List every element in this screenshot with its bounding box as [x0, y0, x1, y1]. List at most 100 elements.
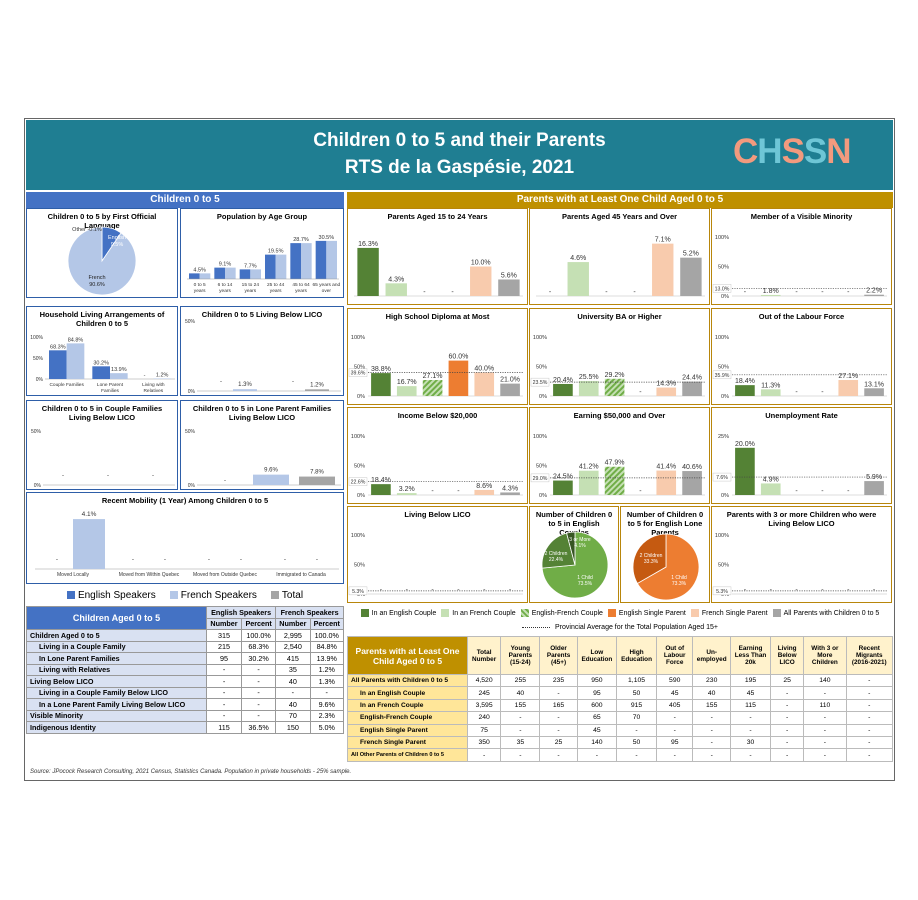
- chart-title: Children 0 to 5 by First Official Langua…: [47, 212, 157, 230]
- data-label: 4.3%: [388, 276, 404, 283]
- avg-label: 23.5%: [533, 380, 548, 386]
- chart-svg: 100%50%0%68.3%84.8%Couple Families30.2%1…: [30, 335, 175, 394]
- category-label: years: [219, 288, 231, 294]
- slice-label: English: [108, 235, 126, 241]
- category-label: 15 to 24: [242, 282, 260, 288]
- data-label: -: [316, 556, 318, 563]
- y-tick-label: 50%: [536, 365, 547, 371]
- table-col-header: Recent Migrants (2016-2021): [845, 636, 894, 675]
- bar: [305, 389, 329, 391]
- chart-title: Children 0 to 5 Living Below LICO: [201, 310, 323, 319]
- data-label: -: [795, 389, 798, 396]
- table-col-header: Older Parents (45+): [539, 636, 578, 675]
- table-row: In a Lone Parent Family Living Below LIC…: [26, 698, 345, 711]
- chssn-logo: CHSSN: [733, 132, 852, 171]
- slice-label: 90.6%: [89, 282, 105, 288]
- bar-english: [189, 273, 200, 279]
- data-label: 7.1%: [655, 237, 671, 244]
- table-group-header: French Speakers: [275, 606, 344, 619]
- y-tick-label: 0%: [357, 394, 365, 400]
- chart-pie-english-lone: Number of Children 0 to 5 for English Lo…: [620, 506, 710, 603]
- data-label: -: [639, 488, 642, 495]
- category-label: Moved from Within Quebec: [119, 572, 180, 578]
- bar-french: [66, 343, 85, 379]
- data-label: -: [821, 587, 824, 594]
- data-label: -: [549, 289, 552, 296]
- data-label: 1.2%: [310, 382, 324, 388]
- children-count-slice: [636, 533, 700, 601]
- table-col-header: Low Education: [576, 636, 618, 675]
- table-col-header: With 3 or More Children: [803, 636, 847, 675]
- data-label: -: [770, 587, 773, 594]
- chart-couple-lico: Children 0 to 5 in Couple Families Livin…: [26, 400, 178, 490]
- slice-label: 73.3%: [672, 581, 687, 587]
- data-label: 40.0%: [474, 365, 494, 372]
- y-tick-label: 50%: [31, 429, 42, 435]
- chart-title: Out of the Labour Force: [758, 312, 845, 321]
- y-tick-label: 50%: [354, 563, 365, 569]
- data-label: 29.2%: [605, 372, 625, 379]
- y-tick-label: 100%: [351, 335, 365, 341]
- y-tick-label: 50%: [33, 356, 44, 362]
- legend-language: English Speakers French Speakers Total: [26, 585, 344, 605]
- chart-income-below-20k: Income Below $20,000 100% 50% 0% 18.4% 3.2% - -…: [347, 407, 528, 504]
- slice-label: 33.3%: [644, 559, 659, 565]
- data-label: 14.3%: [656, 381, 676, 388]
- bar-french: [199, 273, 211, 279]
- chart-out-of-labour: Out of the Labour Force 100% 50% 0% 18.4% 11.…: [711, 308, 892, 405]
- data-label: -: [423, 289, 426, 296]
- bar-french: [110, 373, 128, 379]
- source-note: Source: JPocock Research Consulting, 202…: [30, 769, 352, 775]
- data-label: -: [744, 289, 747, 296]
- avg-label: 29.0%: [533, 476, 548, 482]
- bar: [578, 470, 599, 495]
- avg-label-box: [348, 586, 368, 596]
- avg-label: 7.6%: [716, 475, 728, 481]
- chart-age-group: Population by Age Group 4.5% 0 to 5 years 9.…: [180, 208, 344, 298]
- chart-title: Parents with 3 or more Children who were…: [726, 510, 877, 528]
- data-label: 9.6%: [264, 468, 278, 474]
- avg-label-box: [530, 473, 550, 483]
- bar: [299, 476, 335, 485]
- data-label: 1.3%: [238, 382, 252, 388]
- bar-english: [49, 350, 67, 379]
- slice-label: French: [88, 275, 105, 281]
- table-row: Children Aged 0 to 5 315 100.0% 2,995 100.0%: [26, 629, 345, 642]
- data-label: 16.3%: [358, 241, 378, 248]
- avg-label: 22.6%: [351, 480, 366, 486]
- chart-svg: 50% 0% - 9.6% 7.8%: [185, 429, 341, 489]
- y-tick-label: 50%: [718, 265, 729, 271]
- language-slice: [67, 226, 137, 296]
- table-sub-header: Number: [205, 617, 243, 630]
- data-label: -: [605, 289, 608, 296]
- data-label: 41.2%: [579, 464, 599, 471]
- legend-item: In an French Couple: [441, 609, 516, 617]
- avg-label-box: [712, 586, 732, 596]
- avg-label-box: [348, 368, 368, 377]
- bar: [448, 360, 469, 396]
- table-col-header: High Education: [616, 636, 657, 675]
- slice-label: 2 Children: [545, 551, 568, 557]
- table-row: English-French Couple 240- -65 70- - - - - -: [347, 711, 894, 725]
- data-label: -: [873, 587, 876, 594]
- bar: [474, 372, 495, 396]
- chart-parents-15-24: Parents Aged 15 to 24 Years 16.3% 4.3% - - 10…: [347, 208, 528, 305]
- slice-label: 1 Child: [671, 575, 687, 581]
- table-row: All Parents with Children 0 to 5 4,520 255…: [347, 673, 894, 688]
- legend-provincial-avg: Provincial Average for the Total Populat…: [555, 623, 718, 631]
- bar-english: [315, 240, 327, 279]
- bar: [396, 493, 417, 495]
- table-col-header: Un-employed: [692, 636, 731, 675]
- chart-title: Earning $50,000 and Over: [573, 411, 666, 420]
- bar: [652, 243, 674, 296]
- bar-english: [265, 254, 276, 279]
- category-label: 65 years and: [312, 282, 340, 288]
- chart-svg: 100% 50% 0% 24.5% 41.2% 47.9% - 41.4% 40.6% 29.0%: [530, 434, 705, 499]
- data-label: 24.5%: [553, 474, 573, 481]
- table-col-header: Young Parents (15-24): [500, 636, 541, 675]
- category-label: Moved Locally: [57, 572, 89, 578]
- bar: [470, 266, 492, 296]
- y-tick-label: 0%: [539, 493, 547, 499]
- section-header-parents: Parents with at Least One Child Aged 0 t…: [347, 192, 893, 208]
